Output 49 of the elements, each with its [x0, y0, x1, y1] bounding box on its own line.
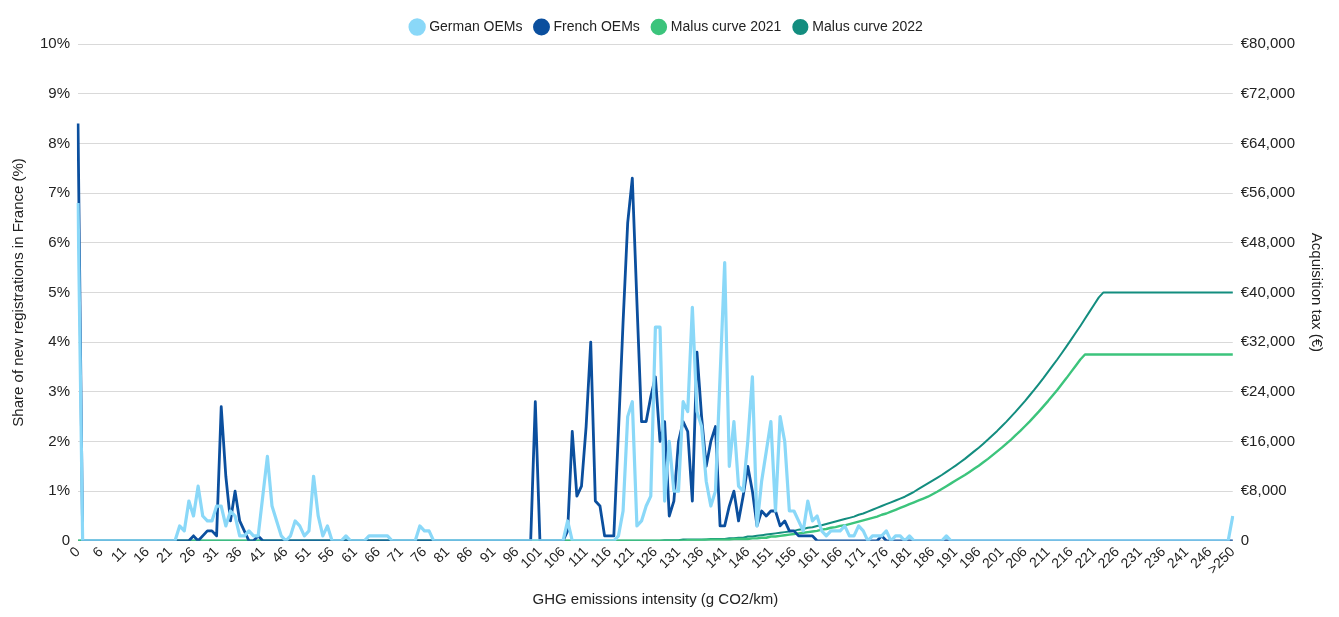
- x-tick-label: 81: [430, 543, 453, 566]
- y-tick-label: 8%: [48, 133, 71, 151]
- legend-label: Malus curve 2021: [670, 17, 782, 34]
- y2-tick-label: €24,000: [1240, 381, 1296, 399]
- x-tick-label: 76: [406, 543, 430, 566]
- y2-axis-title: Acquisition tax (€): [1308, 232, 1326, 353]
- x-tick-label: 11: [107, 543, 130, 565]
- x-tick-label: 36: [222, 543, 245, 566]
- y2-tick-label: €8,000: [1240, 481, 1287, 499]
- y2-tick-label: €32,000: [1240, 332, 1296, 350]
- x-tick-label: 66: [360, 543, 384, 566]
- y2-tick-label: €72,000: [1240, 83, 1296, 101]
- x-tick-label: 86: [453, 543, 476, 566]
- y-tick-label: 1%: [48, 481, 71, 499]
- x-tick-label: 61: [337, 543, 361, 566]
- x-tick-label: 111: [564, 543, 592, 570]
- y-tick-label: 2%: [48, 431, 71, 449]
- legend-label: French OEMs: [553, 17, 640, 34]
- x-tick-label: 51: [291, 543, 314, 566]
- y-tick-label: 3%: [48, 381, 71, 399]
- x-axis-title: GHG emissions intensity (g CO2/km): [532, 590, 779, 608]
- x-tick-label: 16: [129, 543, 153, 566]
- x-tick-label: 31: [199, 543, 222, 566]
- y2-tick-label: €64,000: [1240, 133, 1296, 151]
- y-tick-label: 5%: [48, 282, 71, 300]
- x-tick-label: 21: [152, 543, 176, 566]
- x-tick-label: 56: [314, 543, 338, 566]
- y2-tick-label: €40,000: [1240, 282, 1296, 300]
- y2-tick-label: €16,000: [1240, 431, 1296, 449]
- x-tick-label: 46: [268, 543, 291, 566]
- y-tick-label: 0: [61, 530, 71, 548]
- y-tick-label: 6%: [48, 232, 71, 250]
- x-tick-label: 96: [499, 543, 522, 566]
- x-tick-label: 26: [176, 543, 199, 566]
- y-tick-label: 10%: [39, 34, 71, 52]
- y-tick-label: 7%: [48, 183, 71, 201]
- y2-tick-label: €48,000: [1240, 232, 1296, 250]
- x-tick-label: 41: [245, 543, 268, 566]
- y2-tick-label: €80,000: [1240, 34, 1296, 52]
- legend-label: Malus curve 2022: [812, 17, 924, 34]
- x-tick-label: 71: [383, 543, 407, 566]
- y-axis-title: Share of new registrations in France (%): [9, 158, 27, 427]
- y-tick-label: 9%: [48, 83, 71, 101]
- y-tick-label: 4%: [48, 332, 71, 350]
- x-tick-label: 6: [89, 543, 107, 561]
- x-tick-label: 91: [476, 543, 499, 566]
- y2-tick-label: 0: [1240, 530, 1250, 548]
- y2-tick-label: €56,000: [1240, 183, 1296, 201]
- legend-label: German OEMs: [429, 17, 523, 34]
